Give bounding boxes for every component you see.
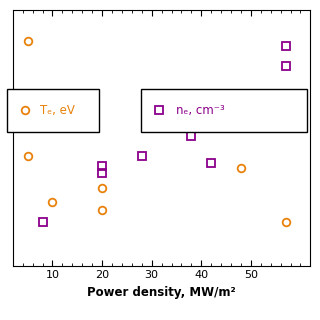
- FancyBboxPatch shape: [7, 89, 99, 132]
- Text: Tₑ, eV: Tₑ, eV: [40, 104, 75, 117]
- X-axis label: Power density, MW/m²: Power density, MW/m²: [87, 286, 236, 299]
- FancyBboxPatch shape: [141, 89, 308, 132]
- Text: nₑ, cm⁻³: nₑ, cm⁻³: [177, 104, 225, 117]
